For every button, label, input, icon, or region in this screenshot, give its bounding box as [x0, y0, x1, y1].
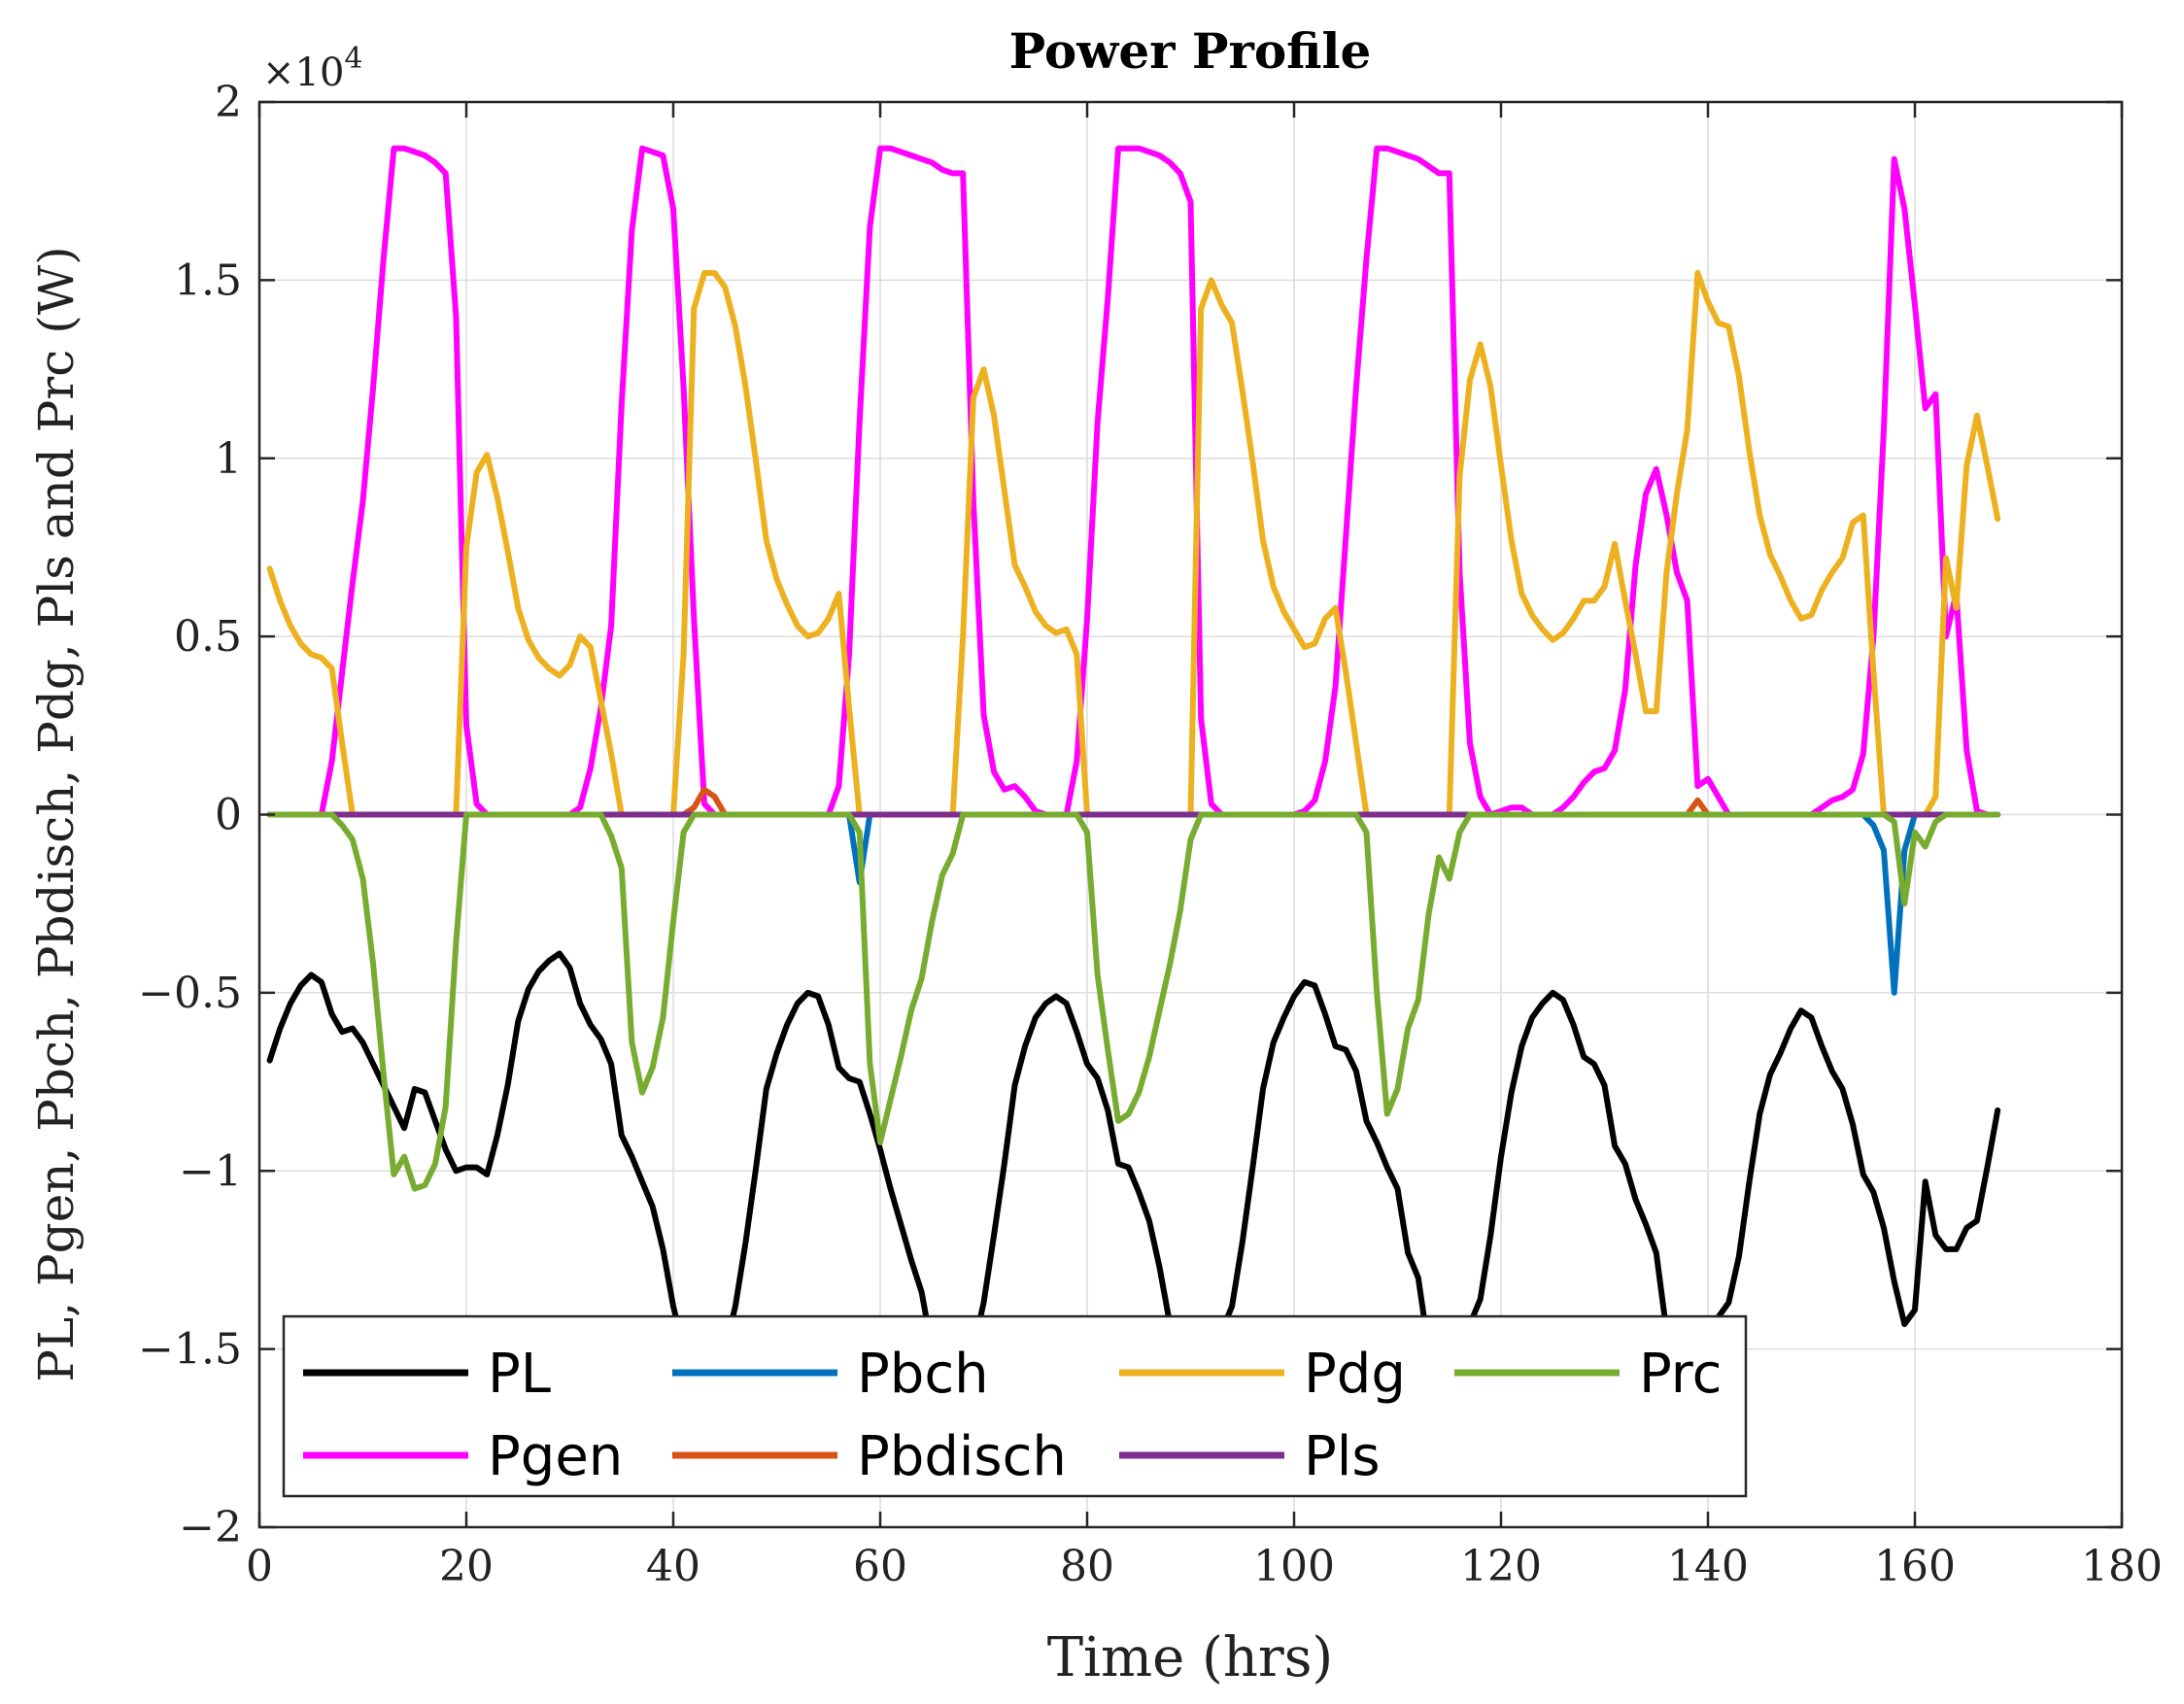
y-exponent: ×104: [262, 42, 363, 95]
y-tick-label: −0.5: [138, 969, 242, 1018]
legend-item-pls: Pls: [1119, 1425, 1381, 1488]
y-tick-label: −2: [179, 1503, 242, 1552]
y-axis-label: PL, Pgen, Pbch, Pbdisch, Pdg, Pls and Pr…: [28, 246, 85, 1381]
series-group: [266, 145, 2001, 1374]
legend-box: [282, 1314, 1748, 1498]
legend-label: Prc: [1639, 1343, 1722, 1406]
ticks: 0 20 40 60 80 100 120 140 160 180 −2 −1.5 −1 −0.5 0 0.5…: [138, 78, 2163, 1591]
x-tick-label: 0: [246, 1542, 273, 1591]
legend-label: Pbch: [857, 1343, 989, 1406]
x-tick-label: 40: [646, 1542, 700, 1591]
y-tick-label: −1.5: [138, 1325, 242, 1375]
x-tick-label: 160: [1874, 1542, 1956, 1591]
y-tick-label: 1.5: [174, 256, 242, 305]
legend-item-pbch: Pbch: [672, 1343, 989, 1406]
legend-label: Pdg: [1304, 1343, 1406, 1406]
legend-item-pgen: Pgen: [303, 1425, 623, 1488]
x-tick-label: 140: [1667, 1542, 1749, 1591]
legend-label: Pls: [1304, 1425, 1381, 1488]
y-tick-label: −1: [179, 1146, 242, 1196]
y-exponent-base: ×10: [262, 51, 344, 95]
series-line-prc: [266, 811, 2001, 1192]
legend: PL Pbch Pdg Prc Pgen Pbdisch Pls: [282, 1314, 1748, 1498]
series-line-pdg: [266, 270, 2001, 818]
x-tick-label: 180: [2081, 1542, 2163, 1591]
y-tick-label: 1: [215, 434, 242, 484]
x-tick-label: 80: [1060, 1542, 1114, 1591]
legend-label: Pgen: [488, 1425, 623, 1488]
legend-item-pdg: Pdg: [1119, 1343, 1406, 1406]
x-axis-label: Time (hrs): [1047, 1626, 1334, 1689]
chart-title: Power Profile: [1009, 22, 1372, 80]
x-tick-label: 60: [853, 1542, 907, 1591]
x-tick-label: 120: [1460, 1542, 1542, 1591]
y-exponent-power: 4: [344, 42, 362, 76]
x-tick-label: 20: [439, 1542, 494, 1591]
x-tick-label: 100: [1253, 1542, 1335, 1591]
legend-label: PL: [488, 1343, 551, 1406]
y-tick-label: 0: [215, 791, 242, 840]
legend-items: PL Pbch Pdg Prc Pgen Pbdisch Pls: [303, 1343, 1722, 1488]
legend-item-prc: Prc: [1454, 1343, 1722, 1406]
y-tick-label: 0.5: [174, 612, 242, 662]
legend-item-pbdisch: Pbdisch: [672, 1425, 1067, 1488]
y-tick-label: 2: [215, 78, 242, 127]
legend-item-pl: PL: [303, 1343, 551, 1406]
legend-label: Pbdisch: [857, 1425, 1067, 1488]
